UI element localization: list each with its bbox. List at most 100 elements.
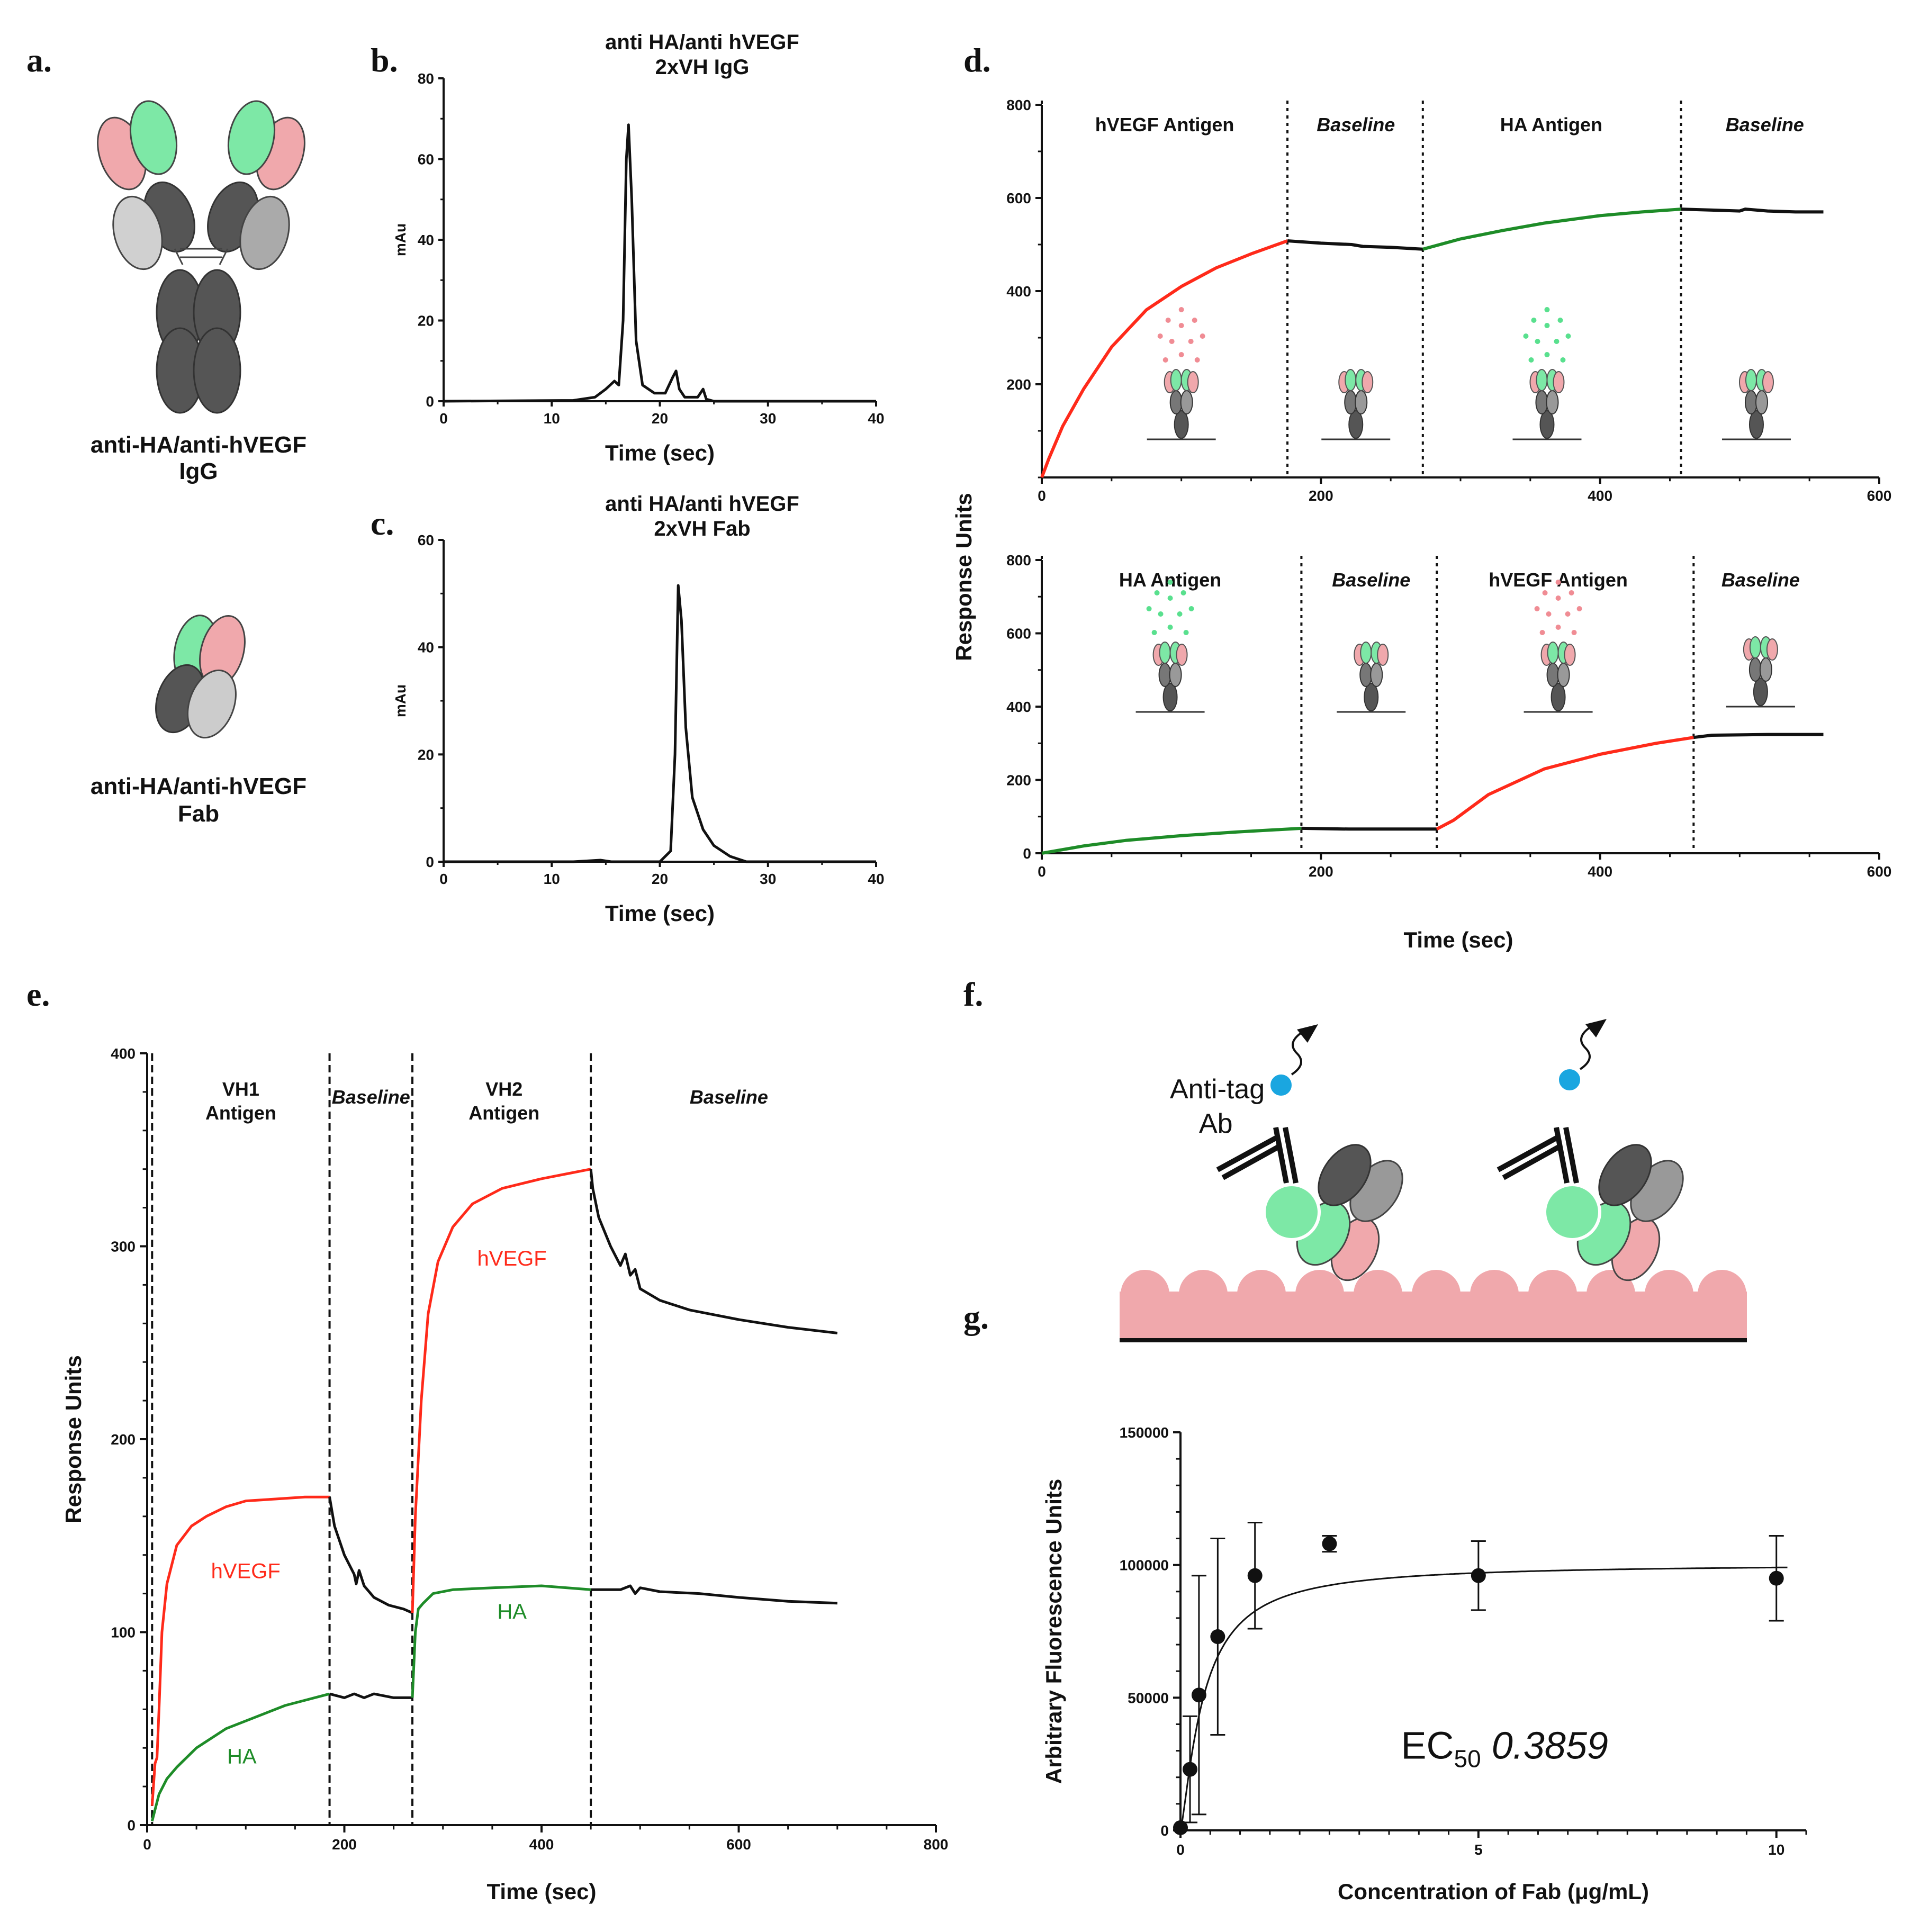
antigen-dot [1167,595,1173,601]
antigen-dot [1183,630,1189,635]
vh-green-left [1170,369,1182,391]
panel-d-ylabel: Response Units [951,493,976,661]
phase-label: HA Antigen [1500,114,1602,136]
fab-caption-line1: anti-HA/anti-hVEGF [91,773,307,799]
antigen-dot [1188,606,1194,611]
fc-domain [1748,410,1764,439]
series-line [328,1496,413,1614]
panel-letter-d: d. [963,41,991,79]
ec50-value: 0.3859 [1481,1725,1608,1767]
arm-left [1359,663,1373,687]
series-line [1287,239,1423,251]
arm-right [1169,663,1182,687]
antigen-dot [1576,606,1582,611]
antigen-dot [1557,318,1563,323]
phase-label-line2: Antigen [468,1102,539,1124]
antigen-dot [1546,611,1552,617]
y-axis-title: Arbitrary Fluorescence Units [1041,1479,1066,1784]
antigen-dot [1544,323,1550,328]
ec50-label: EC [1401,1725,1454,1767]
antigen-dot [1534,606,1540,611]
antigen-dot [1169,339,1175,344]
x-tick-label: 20 [652,410,668,427]
data-point [1183,1762,1198,1777]
series-line [411,1168,591,1613]
fc-domain [1364,683,1379,711]
ec50-subscript: 50 [1454,1745,1481,1773]
vh-pink-right [1766,638,1778,661]
antigen-dot [1167,625,1173,630]
arm-right [1755,390,1768,414]
antigen-dot [1167,580,1173,585]
y-tick-label: 0 [426,854,434,870]
panel-letter-a: a. [26,41,52,79]
y-tick-label: 40 [418,232,434,248]
fab-complex-2 [1497,1019,1684,1281]
x-tick-label: 30 [760,410,776,427]
chart-title-line2: 2xVH IgG [655,56,750,79]
vh-green-left [1159,642,1171,664]
phase-label: VH1 [222,1078,259,1100]
curve-label: HA [227,1745,257,1768]
antigen-dot [1177,611,1183,617]
series-line [591,1584,837,1605]
y-axis-title: mAu [392,684,409,717]
antigen-dot [1555,580,1561,585]
fab-complex-1 [1216,1024,1403,1281]
curve-label: HA [497,1600,527,1623]
x-tick-label: 10 [1768,1841,1784,1858]
y-tick-label: 800 [1006,97,1031,113]
y-tick-label: 80 [418,70,434,87]
phase-label-line2: Antigen [205,1102,276,1124]
series-line [1041,826,1302,855]
immobilized-antibody-icon [1726,636,1795,708]
chart-panel-g: 0 5 10 0 50000 100000 150000 EC50 0.3859 Concent… [1041,1424,1807,1904]
curve-label: hVEGF [477,1247,547,1270]
phase-label: Baseline [1721,569,1800,591]
antigen-dot [1554,339,1560,344]
y-tick-label: 400 [111,1045,136,1062]
antigen-dot [1162,357,1168,363]
fc-domain [1753,678,1768,706]
fc-domain [1348,410,1364,439]
antigen-dot [1555,595,1561,601]
series-line [329,1692,412,1699]
arm-left [1748,657,1762,682]
x-tick-label: 800 [924,1836,949,1853]
y-tick-label: 0 [127,1817,136,1834]
x-tick-label: 0 [143,1836,151,1853]
x-axis-title: Time (sec) [605,901,715,926]
arm-right [1546,390,1559,414]
antigen-dot [1523,333,1529,339]
y-axis-title: Response Units [61,1355,86,1523]
x-tick-label: 0 [1038,487,1046,504]
series-line [1693,733,1824,739]
antigen-dot [1194,357,1200,363]
arm-right [1355,390,1368,414]
arm-right [1180,390,1193,414]
data-point [1191,1687,1206,1703]
antigen-dot [1535,339,1540,344]
series-line [1301,826,1437,831]
immobilized-antibody-icon [1721,369,1791,440]
y-tick-label: 300 [111,1239,136,1255]
panel-letter-g: g. [963,1298,989,1336]
chart-panel-e: 0 200 400 600 8000100200300400VH1AntigenBase… [61,1045,948,1904]
y-tick-label: 150000 [1120,1424,1169,1441]
panel-d-xlabel: Time (sec) [1404,927,1513,952]
data-point [1769,1570,1784,1586]
y-tick-label: 100000 [1120,1557,1169,1574]
antigen-dot [1565,333,1571,339]
y-tick-label: 200 [1006,376,1031,393]
fab-caption-line2: Fab [178,801,219,827]
chart-panel-d-top: 0 200 400 600 200 400 600 800 hVEGF Antigen Basel… [1006,97,1891,504]
antigen-dot [1178,352,1184,357]
data-point [1173,1820,1188,1835]
x-tick-label: 10 [544,410,560,427]
arm-left [1744,390,1757,414]
fc-domain [1539,410,1555,439]
vh-pink-right [1187,371,1199,393]
antigen-dot [1569,590,1574,595]
